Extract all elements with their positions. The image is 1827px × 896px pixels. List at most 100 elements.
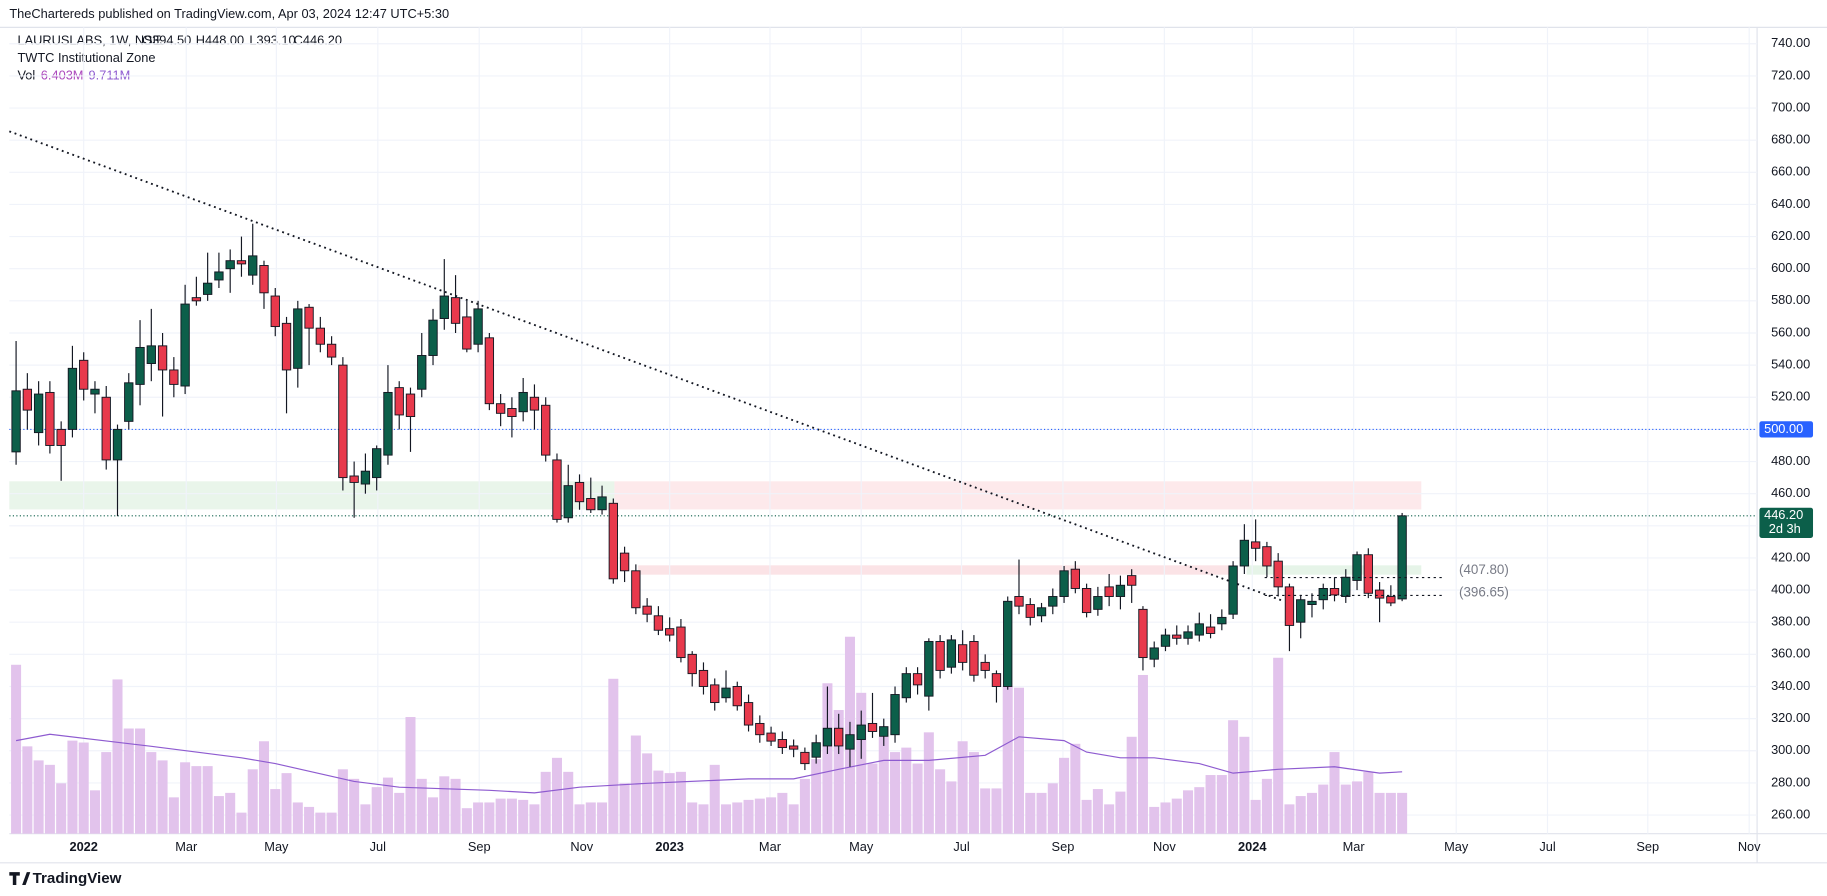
- volume-bar: [405, 717, 416, 834]
- y-tick-label: 460.00: [1771, 485, 1810, 500]
- candle-body: [33, 393, 44, 434]
- volume-bar: [856, 692, 867, 834]
- x-tick-label: Sep: [1636, 839, 1659, 854]
- candle-body: [1003, 600, 1013, 687]
- price-label-box: [1759, 421, 1814, 438]
- volume-bar: [822, 683, 833, 834]
- candle-body: [259, 265, 269, 294]
- candle-body: [11, 390, 21, 453]
- candle-body: [935, 641, 945, 671]
- volume-bar: [1329, 752, 1340, 834]
- symbol: LAURUSLABS, 1W, NSE: [17, 33, 161, 48]
- volume-bar: [1137, 674, 1148, 834]
- high-label: H448.00: [196, 33, 244, 48]
- volume-bar: [574, 804, 585, 834]
- candle-body: [867, 722, 878, 732]
- candle-body: [710, 684, 720, 704]
- y-tick-label: 600.00: [1771, 260, 1810, 275]
- candle-body: [462, 316, 472, 350]
- y-tick-label: 700.00: [1771, 99, 1810, 114]
- volume-bar: [585, 802, 596, 834]
- candle-body: [766, 732, 776, 742]
- x-tick-label: Nov: [1153, 839, 1176, 854]
- vol-label: Vol: [17, 68, 35, 83]
- candle-body: [1284, 586, 1295, 626]
- candle-body: [1341, 576, 1351, 597]
- candle-body: [1048, 596, 1058, 607]
- candle-body: [484, 337, 495, 405]
- volume-bar: [33, 760, 44, 834]
- volume-bar: [709, 764, 720, 834]
- volume-bar: [112, 679, 123, 834]
- candle-body: [495, 403, 506, 414]
- candle-body: [901, 673, 911, 699]
- candle-body: [1172, 634, 1182, 639]
- volume-bar: [1104, 804, 1115, 834]
- level-label: (407.80): [1459, 562, 1509, 577]
- volume-bar: [529, 804, 540, 834]
- candle-body: [946, 639, 957, 668]
- volume-bar: [743, 799, 754, 834]
- candle-body: [270, 295, 280, 328]
- zone: [1246, 565, 1422, 575]
- y-tick-label: 660.00: [1771, 164, 1810, 179]
- volume-bar: [450, 778, 461, 834]
- candle-body: [574, 481, 585, 503]
- candle-body: [338, 364, 348, 479]
- candle-body: [124, 382, 134, 422]
- trendline: [8, 130, 1282, 602]
- candle-body: [439, 295, 449, 319]
- candle-body: [608, 502, 618, 580]
- volume-ma: [15, 733, 1403, 794]
- candle-body: [811, 742, 821, 758]
- attribution: TheChartereds published on TradingView.c…: [9, 6, 449, 21]
- open-label: O394.50: [142, 33, 191, 48]
- candle-body: [1025, 604, 1035, 618]
- y-tick-label: 320.00: [1771, 710, 1810, 725]
- price-label: 500.00: [1764, 421, 1803, 436]
- candle-body: [1036, 607, 1047, 617]
- candle-body: [1386, 596, 1396, 604]
- volume-bar: [1216, 775, 1227, 834]
- candle-body: [856, 724, 866, 740]
- x-tick-label: May: [1444, 839, 1469, 854]
- volume-bar: [563, 771, 574, 834]
- volume-bar: [551, 757, 562, 834]
- candle-body: [845, 734, 855, 750]
- candle-body: [281, 322, 292, 371]
- y-tick-label: 380.00: [1771, 614, 1810, 629]
- candle-body: [631, 570, 641, 609]
- level-label: (396.65): [1459, 585, 1509, 600]
- candle-body: [135, 346, 145, 385]
- candle-body: [1138, 608, 1148, 659]
- candle-body: [698, 669, 709, 687]
- volume-bar: [754, 798, 765, 834]
- candle-body: [67, 367, 78, 430]
- volume-bar: [123, 728, 134, 834]
- volume-bar: [304, 806, 315, 834]
- volume-bar: [923, 732, 934, 834]
- volume-bar: [540, 771, 551, 834]
- candle-body: [822, 727, 833, 747]
- low-label: L393.10: [249, 33, 295, 48]
- candle-body: [1352, 554, 1362, 581]
- candle-body: [248, 255, 258, 276]
- candle-body: [890, 694, 900, 736]
- candle-body: [236, 260, 247, 265]
- volume-bar: [1397, 792, 1408, 834]
- volume-bar: [326, 812, 337, 834]
- candle-body: [1228, 565, 1238, 615]
- brand-logo: [9, 872, 31, 885]
- vol-value: 6.403M: [41, 68, 84, 83]
- volume-bar: [202, 766, 213, 834]
- volume-bar: [1126, 736, 1137, 834]
- candle-body: [687, 653, 697, 675]
- volume-bar: [213, 796, 224, 834]
- candle-body: [721, 687, 731, 699]
- volume-bar: [1183, 790, 1194, 834]
- volume-bar: [1250, 799, 1261, 834]
- candle-body: [45, 391, 55, 446]
- zone: [614, 481, 1422, 510]
